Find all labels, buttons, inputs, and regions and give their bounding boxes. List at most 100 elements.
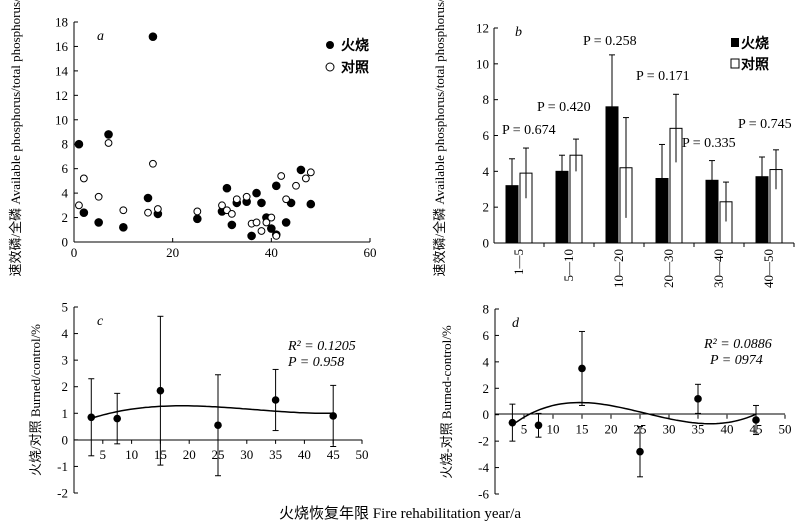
panel-d-xtick-label: 30 bbox=[663, 422, 676, 437]
panel-d-point bbox=[636, 447, 644, 456]
panel-b-ytick-label: 4 bbox=[483, 164, 490, 179]
panel-a-point-burned bbox=[222, 183, 232, 193]
panel-a-point-control bbox=[218, 201, 226, 210]
panel-c-ytick-label: 4 bbox=[62, 326, 69, 341]
panel-a-point-burned bbox=[271, 181, 281, 191]
panel-b-letter: b bbox=[515, 25, 522, 40]
panel-b-p-annotation: P = 0.420 bbox=[537, 100, 591, 115]
panel-b-category-label: 20—30 bbox=[661, 249, 676, 288]
panel-b-legend-label-burned: 火烧 bbox=[741, 35, 769, 52]
panel-d-xtick-label: 5 bbox=[521, 422, 528, 437]
panel-a-ytick-label: 16 bbox=[55, 39, 69, 54]
panel-a-point-burned bbox=[296, 165, 306, 175]
panel-a-point-burned bbox=[306, 199, 316, 209]
panel-a-point-burned bbox=[74, 139, 84, 149]
panel-b-ylabel: 速效磷/全磷 Available phosphorus/total phosph… bbox=[432, 0, 447, 276]
panel-a-point-burned bbox=[79, 208, 89, 217]
panel-c-stats: R² = 0.1205 P = 0.958 bbox=[287, 339, 356, 370]
panel-b-p-annotation: P = 0.745 bbox=[738, 117, 792, 132]
panel-d-xtick-label: 35 bbox=[692, 422, 705, 437]
panel-c-ytick-label: 5 bbox=[62, 300, 69, 315]
panel-a-point-burned bbox=[267, 224, 276, 233]
panel-a-point-control bbox=[94, 192, 103, 201]
panel-b-ytick-label: 0 bbox=[483, 236, 490, 251]
panel-a-point-burned bbox=[247, 231, 256, 241]
panel-a-ytick-label: 12 bbox=[55, 88, 68, 103]
panel-b-legend: 火烧 对照 bbox=[730, 35, 769, 73]
panel-d-stats: R² = 0.0886 P = 0974 bbox=[703, 337, 772, 368]
panel-a-ytick-label: 6 bbox=[62, 161, 69, 176]
panel-c-ylabel: 火烧/对照 Burned/control/% bbox=[28, 324, 43, 476]
panel-d-ytick-label: 6 bbox=[483, 328, 490, 343]
panel-a-legend-label-control: 对照 bbox=[341, 59, 369, 76]
panel-c-point bbox=[214, 421, 222, 430]
panel-b: b 速效磷/全磷 Available phosphorus/total phos… bbox=[432, 0, 795, 288]
panel-a-letter: a bbox=[97, 29, 104, 44]
panel-b-p-annotation: P = 0.335 bbox=[682, 136, 736, 151]
panel-a-ytick-label: 2 bbox=[62, 210, 69, 225]
panel-a-point-burned bbox=[281, 218, 291, 227]
panel-b-ytick-label: 2 bbox=[483, 200, 490, 215]
panel-a-ytick-label: 14 bbox=[55, 63, 69, 78]
panel-b-p-annotation: P = 0.674 bbox=[502, 123, 556, 138]
panel-a-point-control bbox=[104, 139, 113, 147]
panel-a-point-burned bbox=[104, 130, 113, 139]
panel-c-p: P = 0.958 bbox=[287, 355, 344, 370]
panel-c-ytick-label: -2 bbox=[57, 486, 68, 501]
panel-a-point-control bbox=[257, 227, 266, 235]
panel-b-p-annotation: P = 0.258 bbox=[583, 34, 637, 49]
panel-a-point-burned bbox=[252, 188, 261, 198]
panel-b-category-label: 10—20 bbox=[611, 249, 626, 288]
panel-d-xtick-label: 50 bbox=[779, 422, 792, 437]
panel-a-legend-label-burned: 火烧 bbox=[341, 37, 369, 54]
panel-c-ytick-label: -1 bbox=[57, 459, 68, 474]
panel-b-ytick-label: 10 bbox=[476, 56, 489, 71]
panel-b-p-annotation: P = 0.171 bbox=[636, 69, 690, 84]
panel-b-ytick-label: 6 bbox=[483, 128, 490, 143]
panel-d-xtick-label: 40 bbox=[721, 422, 734, 437]
panel-a-point-burned bbox=[148, 32, 158, 41]
panel-b-legend-marker-control bbox=[730, 58, 740, 69]
panel-d-point bbox=[752, 416, 760, 424]
panel-a-xtick-label: 60 bbox=[364, 245, 377, 260]
panel-a-ytick-label: 0 bbox=[62, 235, 69, 250]
panel-d-xtick-label: 10 bbox=[547, 422, 560, 437]
panel-c-fit-curve bbox=[91, 405, 334, 420]
panel-a-ytick-label: 4 bbox=[62, 186, 69, 201]
panel-a-point-control bbox=[277, 172, 286, 180]
panel-d-r2: R² = 0.0886 bbox=[703, 337, 772, 352]
panel-a-point-control bbox=[149, 159, 157, 168]
panel-a-xtick-label: 40 bbox=[265, 245, 278, 260]
panel-a-point-control bbox=[262, 218, 271, 227]
panel-a-point-burned bbox=[94, 218, 103, 227]
panel-a-point-control bbox=[227, 209, 236, 218]
panel-a-point-control bbox=[252, 218, 261, 227]
panel-c-ytick-label: 0 bbox=[62, 432, 69, 447]
panel-d-ytick-label: 2 bbox=[483, 381, 490, 396]
panel-b-ytick-label: 8 bbox=[483, 92, 490, 107]
panel-a-point-burned bbox=[143, 193, 153, 203]
panel-b-legend-label-control: 对照 bbox=[741, 56, 769, 73]
panel-a-point-control bbox=[301, 174, 310, 183]
panel-d-ytick-label: 0 bbox=[483, 407, 490, 422]
panel-b-legend-marker-burned bbox=[731, 38, 739, 47]
panel-c-xtick-label: 35 bbox=[269, 447, 282, 462]
panel-a-ytick-label: 8 bbox=[62, 137, 69, 152]
panel-b-category-label: 30—40 bbox=[711, 249, 726, 288]
panel-c-xtick-label: 10 bbox=[125, 447, 138, 462]
panel-d-xtick-label: 15 bbox=[576, 422, 589, 437]
panel-c: c 火烧/对照 Burned/control/% R² = 0.1205 P =… bbox=[28, 300, 369, 501]
panel-d-ytick-label: -2 bbox=[478, 434, 489, 449]
panel-c-xtick-label: 30 bbox=[240, 447, 253, 462]
panel-d-point bbox=[534, 421, 543, 430]
panel-c-ytick-label: 3 bbox=[62, 353, 69, 368]
panel-a-legend-marker-burned bbox=[326, 41, 334, 49]
panel-c-xtick-label: 50 bbox=[356, 447, 369, 462]
panel-d-fit-curve bbox=[511, 401, 757, 426]
panel-d-ytick-label: 4 bbox=[483, 354, 490, 369]
panel-a-ytick-label: 18 bbox=[55, 15, 68, 30]
panel-b-category-label: 5—10 bbox=[561, 249, 576, 282]
panel-d-ytick-label: -4 bbox=[478, 460, 489, 475]
panel-d-xtick-label: 20 bbox=[605, 422, 618, 437]
